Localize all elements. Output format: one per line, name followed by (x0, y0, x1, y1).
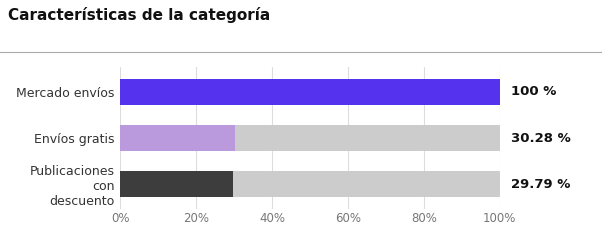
Text: 100 %: 100 % (511, 85, 556, 99)
Bar (120, 125, 500, 151)
Bar (120, 171, 234, 197)
Bar (120, 171, 500, 197)
Text: 29.79 %: 29.79 % (511, 178, 571, 191)
Text: Características de la categoría: Características de la categoría (8, 7, 270, 23)
Bar (120, 79, 500, 105)
Bar (120, 79, 500, 105)
Text: 30.28 %: 30.28 % (511, 132, 571, 144)
Bar (120, 125, 235, 151)
